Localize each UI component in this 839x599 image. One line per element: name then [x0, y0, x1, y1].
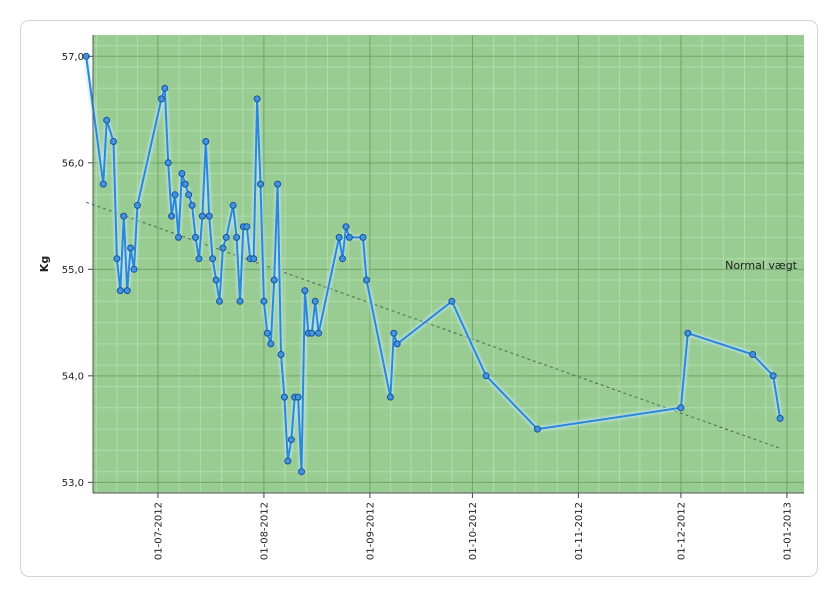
data-point	[253, 95, 261, 103]
x-tick-label: 01-10-2012	[468, 502, 479, 560]
x-tick-label: 01-07-2012	[153, 502, 164, 560]
data-point	[280, 393, 288, 401]
data-point	[298, 468, 305, 476]
data-point	[308, 329, 316, 337]
data-point	[677, 404, 685, 412]
data-point	[99, 180, 107, 188]
data-point	[393, 340, 401, 348]
data-point	[250, 255, 258, 263]
data-point	[113, 255, 121, 263]
data-point	[103, 116, 111, 124]
data-point	[175, 233, 182, 241]
data-point	[533, 425, 541, 433]
data-point	[345, 233, 353, 241]
data-point	[168, 212, 176, 220]
data-point	[233, 233, 241, 241]
x-tick-label: 01-12-2012	[676, 502, 687, 560]
y-tick-label: 53,0	[62, 478, 84, 489]
data-point	[229, 201, 237, 209]
y-tick-label: 57,0	[62, 52, 84, 63]
data-point	[236, 297, 244, 305]
data-point	[188, 201, 196, 209]
data-point	[209, 255, 217, 263]
data-point	[212, 276, 220, 284]
y-axis-label: Kg	[38, 256, 51, 272]
data-point	[161, 84, 169, 92]
data-point	[263, 329, 271, 337]
data-point	[270, 276, 278, 284]
x-tick-label: 01-11-2012	[574, 502, 585, 560]
data-point	[776, 414, 784, 422]
data-point	[294, 393, 302, 401]
data-point	[164, 159, 172, 167]
data-point	[133, 201, 141, 209]
plot-area	[93, 35, 804, 493]
data-point	[222, 233, 230, 241]
data-point	[181, 180, 189, 188]
data-point	[171, 191, 179, 199]
data-point	[390, 329, 398, 337]
data-point	[216, 297, 223, 305]
data-point	[315, 329, 323, 337]
x-tick-label: 01-09-2012	[365, 502, 376, 560]
y-tick-label: 55,0	[62, 265, 84, 276]
data-point	[363, 276, 370, 284]
data-point	[219, 244, 227, 252]
data-point	[342, 223, 350, 231]
data-point	[195, 255, 203, 263]
data-point	[192, 233, 199, 241]
data-point	[127, 244, 135, 252]
axes	[92, 35, 804, 494]
data-point	[274, 180, 282, 188]
data-point	[311, 297, 319, 305]
data-point	[257, 180, 264, 188]
data-point	[116, 287, 124, 295]
normal-weight-annotation: Normal vægt	[725, 259, 798, 272]
data-point	[301, 287, 309, 295]
x-tick-label: 01-01-2013	[782, 502, 793, 560]
y-tick-label: 54,0	[62, 371, 84, 382]
data-point	[243, 223, 251, 231]
data-point	[123, 287, 131, 295]
data-point	[359, 233, 367, 241]
data-point	[335, 233, 343, 241]
data-point	[260, 297, 268, 305]
data-point	[749, 351, 757, 358]
y-tick-label: 56,0	[62, 158, 84, 169]
data-point	[202, 138, 210, 145]
data-point	[185, 191, 193, 199]
data-point	[769, 372, 777, 380]
data-point	[339, 255, 346, 263]
data-point	[205, 212, 213, 220]
data-point	[448, 297, 456, 305]
data-point	[386, 393, 394, 401]
data-point	[267, 340, 275, 348]
data-point	[110, 138, 117, 145]
series-layer	[82, 52, 784, 476]
data-point	[130, 265, 138, 273]
x-axis-ticks: 01-07-2012 01-08-2012 01-09-2012 01-10-2012…	[153, 493, 793, 560]
y-axis-ticks: 53,0 54,0 55,0 56,0 57,0	[62, 52, 93, 489]
data-point	[684, 329, 692, 337]
data-point	[284, 457, 292, 465]
data-point	[482, 372, 490, 380]
data-point	[287, 436, 295, 444]
data-point	[277, 351, 285, 358]
data-point	[178, 170, 186, 177]
data-point	[198, 212, 206, 220]
data-point	[120, 212, 128, 220]
data-point	[157, 95, 165, 103]
x-tick-label: 01-08-2012	[259, 502, 270, 560]
